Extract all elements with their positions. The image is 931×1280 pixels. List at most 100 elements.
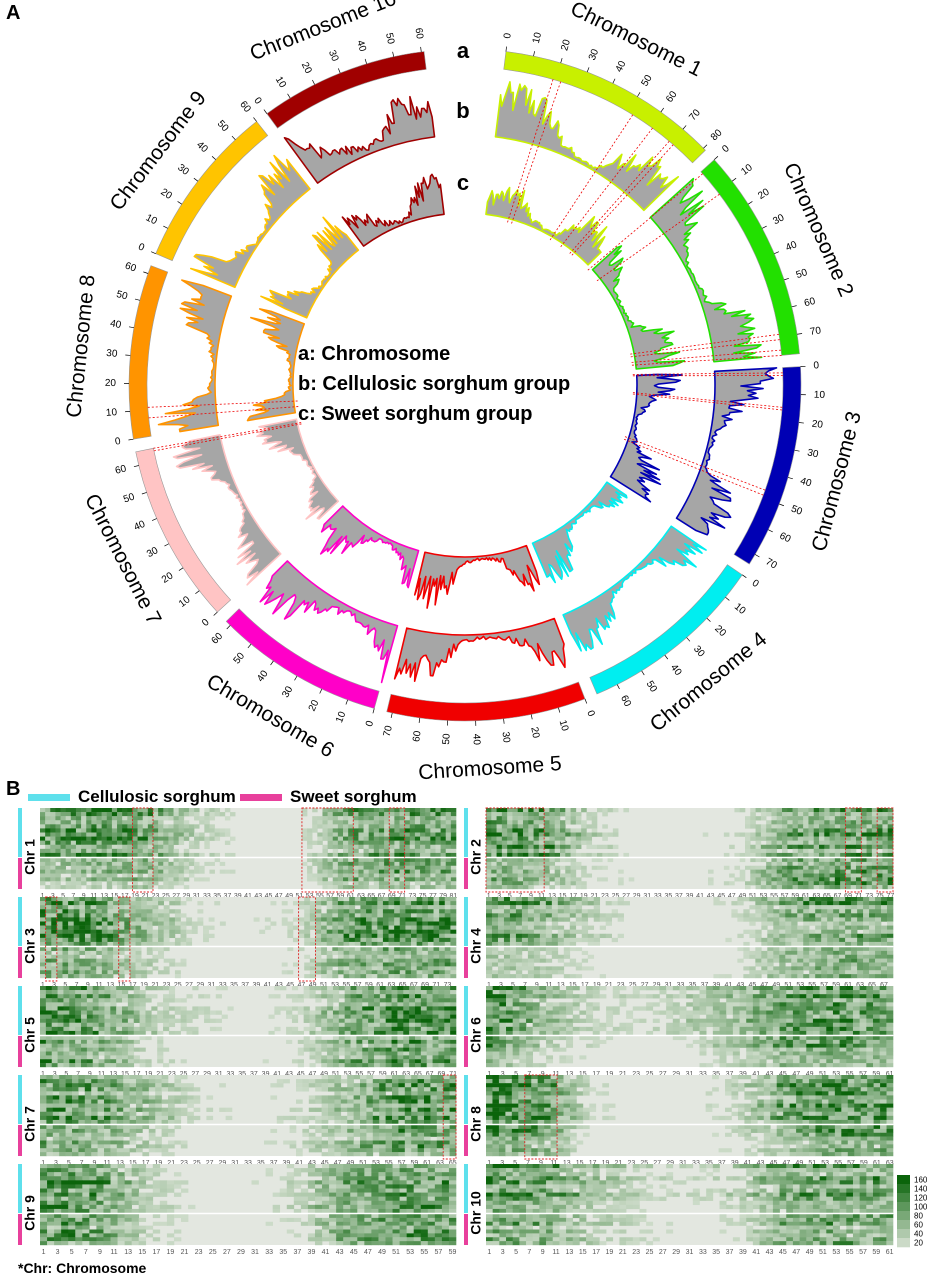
heatmap-cell	[819, 844, 825, 850]
heatmap-cell	[427, 901, 434, 906]
heatmap-cell	[51, 1006, 58, 1011]
heatmap-cell	[797, 881, 804, 886]
heatmap-cell	[137, 836, 144, 841]
heatmap-cell	[881, 947, 888, 952]
heatmap-cell	[501, 852, 508, 858]
heatmap-cell	[55, 824, 61, 829]
bin-tick-label: 37	[224, 893, 232, 900]
heatmap-cell	[507, 840, 513, 845]
heatmap-cell	[86, 998, 94, 1003]
heatmap-cell	[845, 836, 852, 841]
heatmap-cell	[373, 1006, 381, 1011]
heatmap-cell	[834, 865, 841, 870]
heatmap-cell	[824, 852, 830, 858]
heatmap-cell	[866, 848, 873, 854]
heatmap-cell	[755, 901, 762, 906]
heatmap-cell	[427, 929, 434, 934]
heatmap-cell	[491, 877, 497, 882]
heatmap-cell	[803, 947, 810, 952]
heatmap-cell	[224, 852, 231, 858]
heatmap-cell	[821, 966, 828, 971]
heatmap-cell	[528, 844, 534, 850]
heatmap-cell	[199, 869, 205, 874]
heatmap-cell	[379, 1014, 386, 1019]
heatmap-cell	[147, 852, 154, 858]
heatmap-cell	[353, 885, 359, 890]
heatmap-cell	[96, 901, 103, 906]
heatmap-cell	[791, 913, 798, 918]
heatmap-cell	[565, 877, 571, 882]
heatmap-cell	[326, 905, 333, 910]
heatmap-cell	[404, 808, 411, 813]
heatmap-cell	[360, 974, 367, 979]
heatmap-cell	[366, 925, 372, 930]
heatmap-cell	[122, 812, 128, 817]
heatmap-cell	[809, 901, 816, 906]
heatmap-cell	[450, 990, 457, 995]
heatmap-cell	[863, 962, 870, 967]
heatmap-cell	[515, 974, 523, 979]
heatmap-cell	[845, 909, 852, 914]
heatmap-cell	[152, 877, 159, 882]
heatmap-cell	[332, 858, 339, 863]
heatmap-cell	[40, 937, 46, 943]
axis-tick	[505, 46, 507, 52]
heatmap-cell	[152, 901, 159, 906]
heatmap-cell	[366, 966, 372, 971]
heatmap-cell	[45, 824, 51, 829]
heatmap-cell	[315, 921, 322, 926]
heatmap-cell	[863, 925, 870, 930]
heatmap-cell	[527, 970, 535, 975]
heatmap-cell	[362, 1014, 369, 1019]
heatmap-cell	[350, 986, 357, 991]
heatmap-cell	[866, 832, 873, 837]
heatmap-cell	[287, 929, 294, 934]
heatmap-cell	[445, 869, 452, 874]
heatmap-cell	[214, 812, 221, 817]
heatmap-cell	[440, 881, 447, 886]
heatmap-cell	[491, 929, 499, 934]
heatmap-cell	[833, 933, 840, 939]
heatmap-cell	[491, 897, 499, 902]
bin-tick-label: 49	[309, 982, 317, 989]
heatmap-cell	[326, 950, 333, 955]
heatmap-cell	[353, 861, 359, 866]
heatmap-cell	[845, 828, 852, 833]
heatmap-cell	[856, 858, 862, 863]
heatmap-cell	[440, 877, 447, 882]
heatmap-cell	[98, 1022, 105, 1028]
heatmap-cell	[607, 844, 614, 850]
heatmap-cell	[433, 905, 440, 910]
heatmap-cell	[91, 808, 97, 813]
heatmap-cell	[549, 861, 556, 866]
heatmap-cell	[384, 840, 390, 845]
heatmap-cell	[569, 941, 577, 947]
heatmap-cell	[106, 885, 113, 890]
heatmap-cell	[79, 901, 86, 906]
heatmap-cell	[360, 921, 367, 926]
heatmap-cell	[509, 974, 517, 979]
heatmap-cell	[521, 901, 529, 906]
heatmap-cell	[565, 820, 571, 825]
heatmap-cell	[797, 824, 804, 829]
heatmap-cell	[549, 812, 556, 817]
heatmap-cell	[491, 808, 497, 813]
heatmap-cell	[373, 998, 381, 1003]
heatmap-cell	[107, 905, 114, 910]
heatmap-cell	[309, 925, 316, 930]
heatmap-cell	[416, 909, 423, 914]
heatmap-cell	[133, 1010, 140, 1015]
heatmap-cell	[348, 820, 354, 825]
heatmap-cell	[173, 816, 179, 821]
heatmap-cell	[450, 913, 457, 918]
heatmap-cell	[840, 832, 846, 837]
heatmap-cell	[563, 941, 571, 947]
heatmap-cell	[188, 828, 195, 833]
tick-label: 40	[614, 59, 629, 74]
heatmap-cell	[815, 962, 822, 967]
heatmap-cell	[180, 941, 187, 947]
heatmap-cell	[75, 824, 82, 829]
heatmap-cell	[760, 824, 767, 829]
heatmap-cell	[356, 1002, 363, 1007]
heatmap-cell	[101, 873, 108, 878]
